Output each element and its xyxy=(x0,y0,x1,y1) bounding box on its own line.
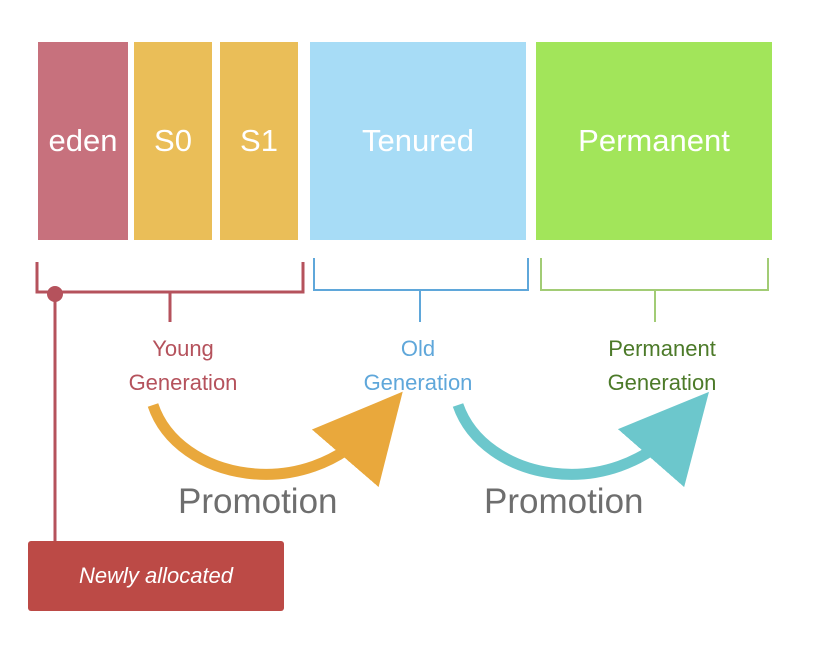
promotion-label-old-to-permanent: Promotion xyxy=(484,482,644,521)
young-generation-label-line-2: Generation xyxy=(128,370,238,395)
promotion-arrow-young-to-old xyxy=(147,391,403,488)
old-generation-label-line-2: Generation xyxy=(363,370,473,395)
eden-block: eden xyxy=(38,42,128,240)
tenured-block: Tenured xyxy=(310,42,526,240)
permanent-generation-bracket xyxy=(540,258,769,322)
old-generation-bracket xyxy=(313,258,529,322)
permanent-generation-label-line-1: Permanent xyxy=(608,336,716,361)
old-generation-label-line-1: Old xyxy=(400,336,436,361)
young-generation-label-line-1: Young xyxy=(152,336,214,361)
old-generation-label: Old Generation xyxy=(338,332,498,400)
survivor-1-block: S1 xyxy=(220,42,298,240)
promotion-arrow-old-to-permanent xyxy=(452,391,710,488)
survivor-0-block: S0 xyxy=(134,42,212,240)
promotion-label-young-to-old: Promotion xyxy=(178,482,338,521)
permanent-block: Permanent xyxy=(536,42,772,240)
eden-pointer-dot xyxy=(47,286,63,302)
young-generation-bracket xyxy=(35,262,305,322)
permanent-generation-label-line-2: Generation xyxy=(607,370,717,395)
newly-allocated-box: Newly allocated xyxy=(28,541,284,611)
permanent-generation-label: Permanent Generation xyxy=(572,332,752,400)
young-generation-label: Young Generation xyxy=(103,332,263,400)
